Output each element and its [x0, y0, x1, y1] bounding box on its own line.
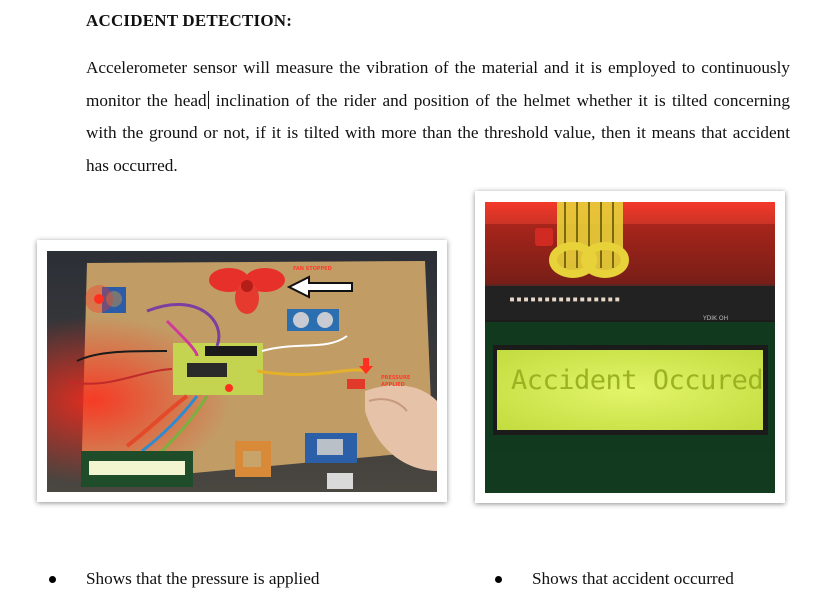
bullet-icon [49, 576, 56, 583]
paragraph-text-part1: Accelerometer sensor will measure the vi… [86, 58, 790, 110]
lcd-photo-illustration [485, 202, 775, 493]
bullet-text: Shows that accident occurred [532, 569, 734, 588]
body-paragraph: Accelerometer sensor will measure the vi… [86, 52, 790, 182]
lcd-photo-frame: ▪▪▪▪▪▪▪▪▪▪▪▪▪▪▪▪ YDIK OH Accident Occure… [475, 191, 785, 503]
paragraph-text-part2: inclination of the rider and position of… [86, 90, 790, 175]
prototype-photo-illustration [47, 251, 437, 492]
pressure-annotation-line2: APPLIED [381, 382, 405, 388]
lcd-photo: ▪▪▪▪▪▪▪▪▪▪▪▪▪▪▪▪ YDIK OH Accident Occure… [485, 202, 775, 493]
fan-stopped-annotation: FAN STOPPED [293, 266, 332, 272]
bullet-icon [495, 576, 502, 583]
prototype-photo-frame: FAN STOPPED PRESSURE APPLIED [37, 240, 447, 502]
pcb-silkscreen-label: YDIK OH [703, 315, 729, 322]
lcd-display-text: Accident Occured [511, 365, 764, 396]
prototype-photo: FAN STOPPED PRESSURE APPLIED [47, 251, 437, 492]
header-pin-strip: ▪▪▪▪▪▪▪▪▪▪▪▪▪▪▪▪ [509, 294, 622, 305]
pressure-applied-annotation: PRESSURE APPLIED [381, 375, 410, 389]
section-heading: ACCIDENT DETECTION: [86, 11, 293, 30]
pressure-annotation-line1: PRESSURE [381, 375, 411, 381]
bullet-text: Shows that the pressure is applied [86, 569, 320, 588]
text-cursor [207, 90, 209, 109]
